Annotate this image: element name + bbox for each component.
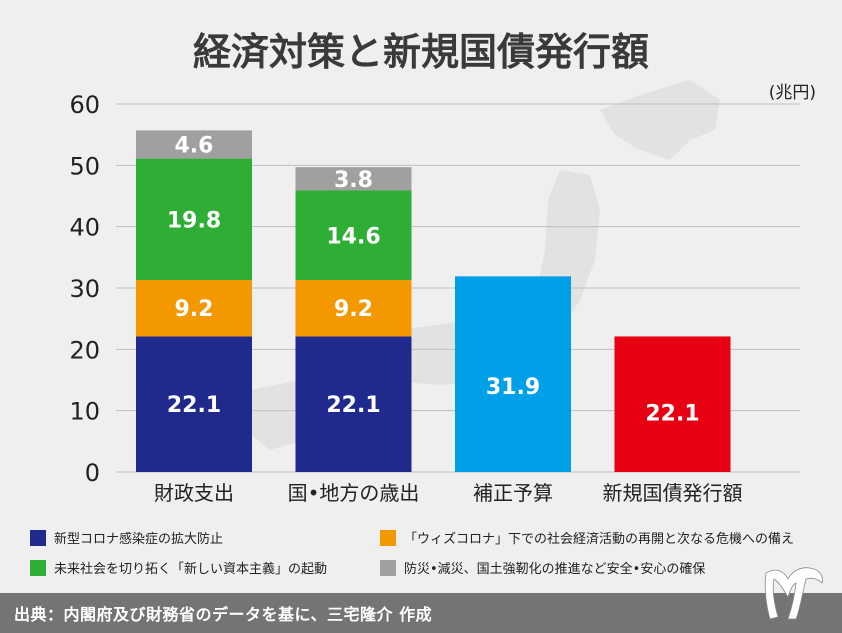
y-tick-label: 0 <box>85 459 100 487</box>
x-tick-label: 国•地方の歳出 <box>288 481 420 505</box>
data-label: 4.6 <box>175 133 214 158</box>
x-tick-label: 財政支出 <box>154 481 234 505</box>
bar-segment-new-capitalism <box>295 190 412 281</box>
legend-label: 防災•減災、国土強靭化の推進など安全•安心の確保 <box>404 562 706 577</box>
data-label: 14.6 <box>326 224 380 249</box>
source-footer: 出典：内閣府及び財務省のデータを基に、三宅隆介 作成 <box>0 593 842 633</box>
data-label: 22.1 <box>167 393 221 418</box>
data-label: 22.1 <box>326 393 380 418</box>
legend-label: 未来社会を切り拓く「新しい資本主義」の起動 <box>54 562 328 577</box>
y-axis-ticks: 0 10 20 30 40 50 60 <box>69 91 100 487</box>
legend-swatch <box>380 529 396 546</box>
y-tick-label: 10 <box>69 398 100 426</box>
bar-new-bond-issuance <box>614 336 731 472</box>
y-tick-label: 60 <box>69 91 100 119</box>
legend-swatch <box>30 559 46 576</box>
data-label: 19.8 <box>167 208 221 233</box>
y-tick-label: 30 <box>69 275 100 303</box>
x-axis-ticks: 財政支出 国•地方の歳出 補正予算 新規国債発行額 <box>154 481 743 505</box>
y-tick-label: 40 <box>69 214 100 242</box>
legend-item-disaster-prevention: 防災•減災、国土強靭化の推進など安全•安心の確保 <box>380 558 705 577</box>
chart-title: 経済対策と新規国債発行額 <box>193 30 649 74</box>
legend-label: 「ウィズコロナ」下での社会経済活動の再開と次なる危機への備え <box>404 532 795 547</box>
legend-item-with-corona: 「ウィズコロナ」下での社会経済活動の再開と次なる危機への備え <box>380 528 794 547</box>
bar-segment-corona-prevention <box>295 336 412 472</box>
data-label: 22.1 <box>645 401 699 426</box>
legend-swatch <box>30 529 46 546</box>
source-text: 出典：内閣府及び財務省のデータを基に、三宅隆介 作成 <box>14 605 433 624</box>
legend-item-new-capitalism: 未来社会を切り拓く「新しい資本主義」の起動 <box>30 558 327 577</box>
data-label: 9.2 <box>175 297 214 322</box>
legend-item-corona-prevention: 新型コロナ感染症の拡大防止 <box>30 528 223 547</box>
author-logo <box>764 567 823 620</box>
x-tick-label: 補正予算 <box>473 481 553 505</box>
legend: 新型コロナ感染症の拡大防止 「ウィズコロナ」下での社会経済活動の再開と次なる危機… <box>0 518 842 592</box>
data-label: 9.2 <box>334 297 373 322</box>
chart-area: 経済対策と新規国債発行額 (兆円) 0 10 20 30 40 50 60 22.1 9.2 1… <box>69 30 816 505</box>
data-label: 3.8 <box>334 168 373 193</box>
unit-label: (兆円) <box>769 83 816 103</box>
bar-segment-with-corona <box>136 280 252 337</box>
bar-supplementary-budget <box>455 276 571 472</box>
bars: 22.1 9.2 19.8 4.6 22.1 9.2 14.6 3.8 31.9 22.1 <box>136 130 731 472</box>
bar-segment-corona-prevention <box>136 336 252 472</box>
bar-segment-disaster-prevention <box>136 130 252 159</box>
y-tick-label: 50 <box>69 152 100 180</box>
data-label: 31.9 <box>486 375 540 400</box>
y-tick-label: 20 <box>69 336 100 364</box>
bar-segment-disaster-prevention <box>295 167 412 191</box>
legend-label: 新型コロナ感染症の拡大防止 <box>54 532 224 547</box>
x-tick-label: 新規国債発行額 <box>603 481 743 505</box>
bar-segment-new-capitalism <box>136 158 252 281</box>
bar-segment-with-corona <box>295 280 412 337</box>
legend-swatch <box>380 559 396 576</box>
